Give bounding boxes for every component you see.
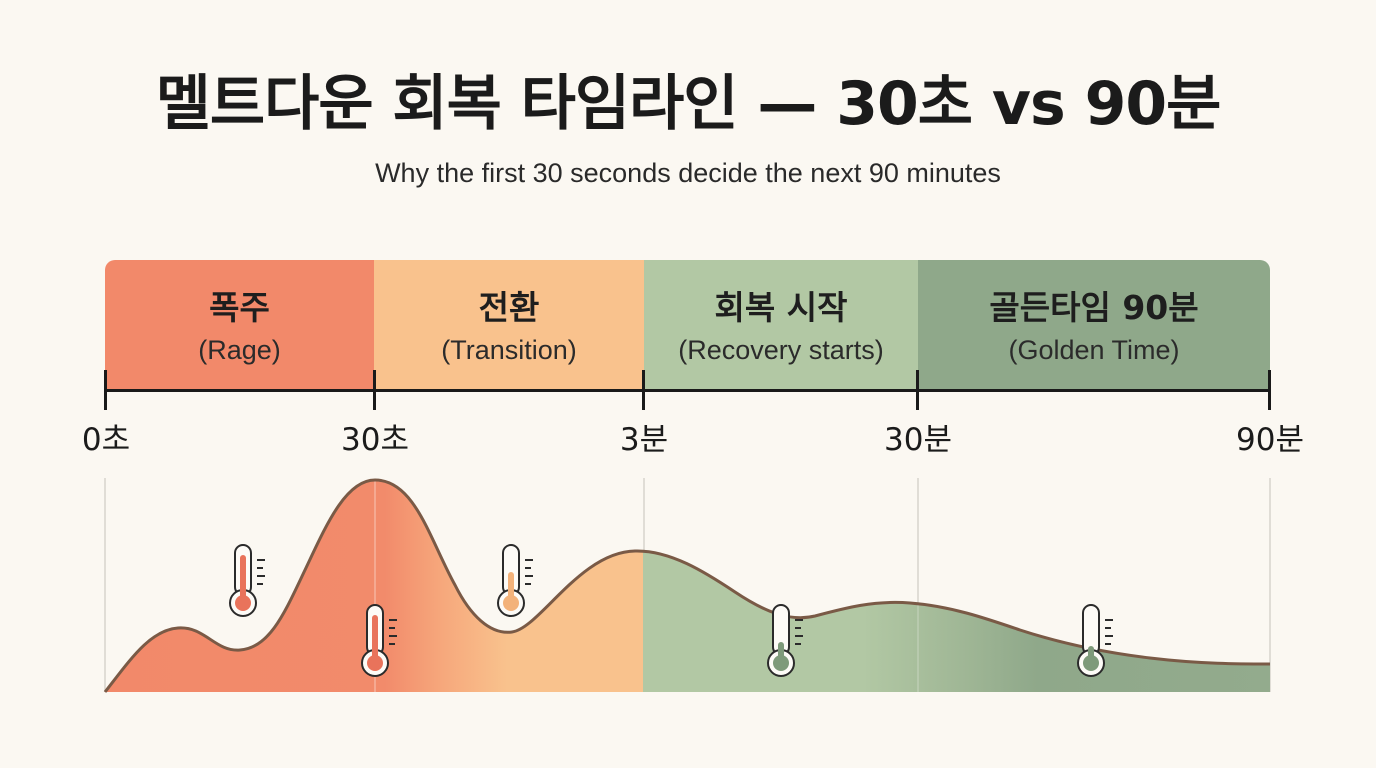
page-title: 멜트다운 회복 타임라인 — 30초 vs 90분 [155,69,1222,139]
tick-mark-3 [916,370,919,410]
phase-recovery-title: 회복 시작 [714,288,848,327]
tick-label-2: 3분 [619,422,669,458]
tick-label-1: 30초 [341,422,409,458]
timeline-axis [105,389,1271,392]
thermometer-icon [497,544,533,617]
phase-rage-title: 폭주 [209,288,270,327]
phase-golden-subtitle: (Golden Time) [1008,335,1180,365]
phase-transition-title: 전환 [478,288,540,327]
phase-golden-title: 골든타임 90분 [989,288,1199,327]
phase-recovery-subtitle: (Recovery starts) [678,335,884,365]
tick-mark-1 [373,370,376,410]
phase-rage-subtitle: (Rage) [198,335,281,365]
thermometer-icon [1077,604,1113,677]
phase-golden: 골든타임 90분 (Golden Time) [918,260,1270,390]
tick-label-0: 0초 [81,422,131,458]
phase-bar: 폭주 (Rage) 전환 (Transition) 회복 시작 (Recover… [105,260,1270,390]
phase-recovery: 회복 시작 (Recovery starts) [644,260,918,390]
tick-label-3: 30분 [884,422,952,458]
tick-mark-0 [104,370,107,410]
intensity-curve-line [103,478,1271,693]
thermometer-icon [767,604,803,677]
thermometer-icon [361,604,397,677]
tick-label-4: 90분 [1236,422,1304,458]
phase-rage: 폭주 (Rage) [105,260,374,390]
page-subtitle: Why the first 30 seconds decide the next… [375,158,1001,188]
phase-transition-subtitle: (Transition) [441,335,577,365]
phase-transition: 전환 (Transition) [374,260,644,390]
tick-mark-2 [642,370,645,410]
tick-mark-4 [1268,370,1271,410]
thermometer-icon [229,544,265,617]
